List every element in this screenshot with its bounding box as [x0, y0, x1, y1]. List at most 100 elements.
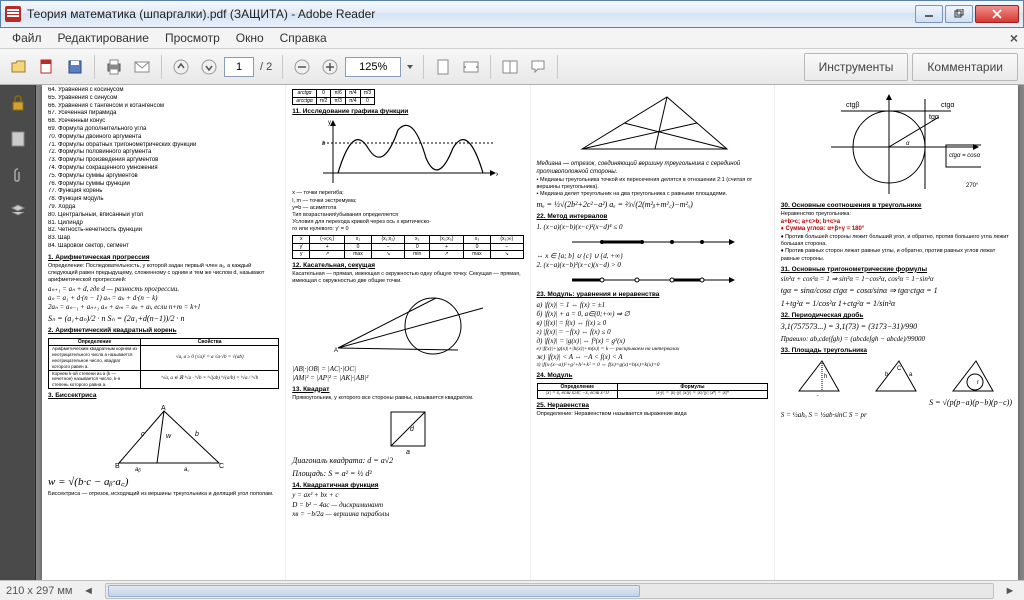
formula: Диагональ квадрата: d = a√2 [292, 456, 523, 466]
formula: 3,1(757573...) = 3,1(73) = (3173−31)/990 [781, 322, 1012, 332]
section-text: Определение: Последовательность, у котор… [48, 263, 279, 284]
scroll-left-arrow[interactable]: ◄ [81, 584, 97, 598]
tools-panel-button[interactable]: Инструменты [804, 53, 909, 81]
definition-table: ОпределениеСвойства Арифметическим квадр… [48, 338, 279, 389]
triangle-area-fig-3: r [948, 356, 998, 396]
page-total-label: / 2 [260, 61, 272, 73]
comments-panel-button[interactable]: Комментарии [912, 53, 1018, 81]
list-item: x — точки перегиба; [292, 190, 523, 197]
document-viewport[interactable]: 64. Уравнения с косинусом 65. Уравнения … [36, 85, 1024, 580]
toolbar-separator [557, 55, 558, 79]
attachments-icon[interactable] [6, 163, 30, 187]
read-mode-button[interactable] [497, 54, 523, 80]
toc-item: 72. Формулы половинного аргумента [48, 149, 279, 157]
section-text: Прямоугольник, у которого все стороны ра… [292, 395, 523, 402]
list-item: Неравенство треугольника: [781, 211, 1012, 218]
section-heading: 2. Арифметический квадратный корень [48, 327, 279, 335]
formula: S = ½ahₐ S = ½ab·sinC S = pr [781, 411, 1012, 420]
toc-item: 71. Формулы обратных тригонометрических … [48, 142, 279, 150]
formula: mₐ = ½√(2b²+2c²−a²) aₐ = ⅔√(2(m²ᵦ+m²꜀)−m… [537, 200, 768, 210]
svg-text:tgα: tgα [929, 114, 939, 121]
toolbar: / 2 Инструменты Комментарии [0, 49, 1024, 85]
thumbnails-icon[interactable] [6, 127, 30, 151]
formula: tgα = sinα/cosα ctgα = cosα/sinα ⇒ tgα·c… [781, 286, 1012, 296]
formula: |AM|² = |АР|² = |AK|·|AB|² [292, 374, 523, 383]
page-up-button[interactable] [168, 54, 194, 80]
zoom-out-button[interactable] [289, 54, 315, 80]
save-button[interactable] [62, 54, 88, 80]
toolbar-separator [423, 55, 424, 79]
list-item: Условия для перехода кривой через ось x … [292, 219, 523, 226]
section-heading: 24. Модуль [537, 372, 768, 380]
fit-page-button[interactable] [430, 54, 456, 80]
section-heading: 1. Арифметическая прогрессия [48, 254, 279, 262]
tangent-secant-figure: A [328, 288, 488, 363]
create-pdf-button[interactable] [34, 54, 60, 80]
section-heading: 13. Квадрат [292, 386, 523, 394]
fit-width-button[interactable] [458, 54, 484, 80]
svg-text:x: x [496, 172, 498, 178]
formula: y = ax² + bx + c [292, 491, 338, 500]
minimize-button[interactable] [915, 5, 943, 23]
toolbar-separator [490, 55, 491, 79]
menu-close-icon[interactable]: × [1010, 30, 1018, 46]
page-number-input[interactable] [224, 57, 254, 77]
svg-text:r: r [977, 380, 979, 386]
svg-text:ctgα: ctgα [941, 102, 954, 109]
email-button[interactable] [129, 54, 155, 80]
maximize-button[interactable] [945, 5, 973, 23]
menu-window[interactable]: Окно [228, 29, 272, 47]
page-down-button[interactable] [196, 54, 222, 80]
toc-item: 82. Четность-нечетность функций [48, 227, 279, 235]
menu-bar: Файл Редактирование Просмотр Окно Справк… [0, 28, 1024, 49]
menu-file[interactable]: Файл [4, 29, 50, 47]
formula: б) |f(x)| + a = 0, a∈(0;+∞) ⇒ ∅ [537, 310, 768, 319]
scrollbar-thumb[interactable] [108, 585, 641, 597]
section-heading: 22. Метод интервалов [537, 213, 768, 221]
zoom-in-button[interactable] [317, 54, 343, 80]
toolbar-separator [161, 55, 162, 79]
list-item: Медиана делит треугольник на два треугол… [540, 191, 727, 197]
square-figure: ad [383, 404, 433, 454]
svg-text:A: A [334, 348, 338, 354]
toc-item: 76. Формулы суммы функций [48, 181, 279, 189]
menu-edit[interactable]: Редактирование [50, 29, 157, 47]
toc-item: 64. Уравнения с косинусом [48, 87, 279, 95]
section-text: Касательная — прямая, имеющая с окружнос… [292, 271, 523, 285]
comment-button[interactable] [525, 54, 551, 80]
security-lock-icon[interactable] [6, 91, 30, 115]
formula: 1. (x−a)(x−b)(x−c)²(x−d)⁴ ≤ 0 [537, 223, 768, 232]
svg-text:a: a [406, 449, 410, 454]
window-buttons [913, 5, 1019, 23]
list-item: го или нулевого: y′ = 0 [292, 226, 523, 233]
close-button[interactable] [975, 5, 1019, 23]
section-heading: 23. Модуль: уравнения и неравенства [537, 291, 768, 299]
formula: ⇔ x ∈ [a; b] ∪ {c} ∪ {d, +∞} [537, 252, 768, 261]
horizontal-scrollbar[interactable] [105, 583, 995, 599]
doc-column-2: arctgα0π/6π/4π/3 arcctgαπ/2π/3π/40 11. И… [286, 85, 530, 580]
interval-line-2 [567, 272, 737, 288]
zoom-input[interactable] [345, 57, 401, 77]
open-button[interactable] [6, 54, 32, 80]
scroll-right-arrow[interactable]: ► [1002, 584, 1018, 598]
main-area: 64. Уравнения с косинусом 65. Уравнения … [0, 85, 1024, 580]
extrema-table: x(-∞;x₁)x₁(x₁;x₂)x₂(x₂;x₃)x₃(x₃;∞) y′+0−… [292, 235, 523, 259]
menu-help[interactable]: Справка [272, 29, 335, 47]
formula: xв = −b/2a — вершина параболы [292, 510, 523, 519]
formula: a) |f(x)| = 1 ⇔ f(x) = ±1 [537, 301, 768, 310]
list-item: Против большей стороны лежит больший уго… [781, 234, 1009, 247]
formula: |AB|·|OB| = |AC|·|OC| [292, 365, 523, 374]
svg-text:d: d [410, 426, 415, 433]
list-item: Тип возрастания/убывания определяется [292, 212, 523, 219]
print-button[interactable] [101, 54, 127, 80]
toc-item: 73. Формулы произведения аргументов [48, 157, 279, 165]
layers-icon[interactable] [6, 199, 30, 223]
toc-item: 77. Функция корень [48, 188, 279, 196]
toolbar-separator [94, 55, 95, 79]
triangle-area-fig-1: ah [794, 356, 844, 396]
zoom-dropdown-button[interactable] [403, 54, 417, 80]
menu-view[interactable]: Просмотр [157, 29, 228, 47]
list-item: l, m — точки экстремума; [292, 198, 523, 205]
formula: sin²α + cos²α = 1 ⇒ sin²α = 1−cos²α, cos… [781, 275, 1012, 284]
status-bar: 210 x 297 мм ◄ ► [0, 580, 1024, 600]
